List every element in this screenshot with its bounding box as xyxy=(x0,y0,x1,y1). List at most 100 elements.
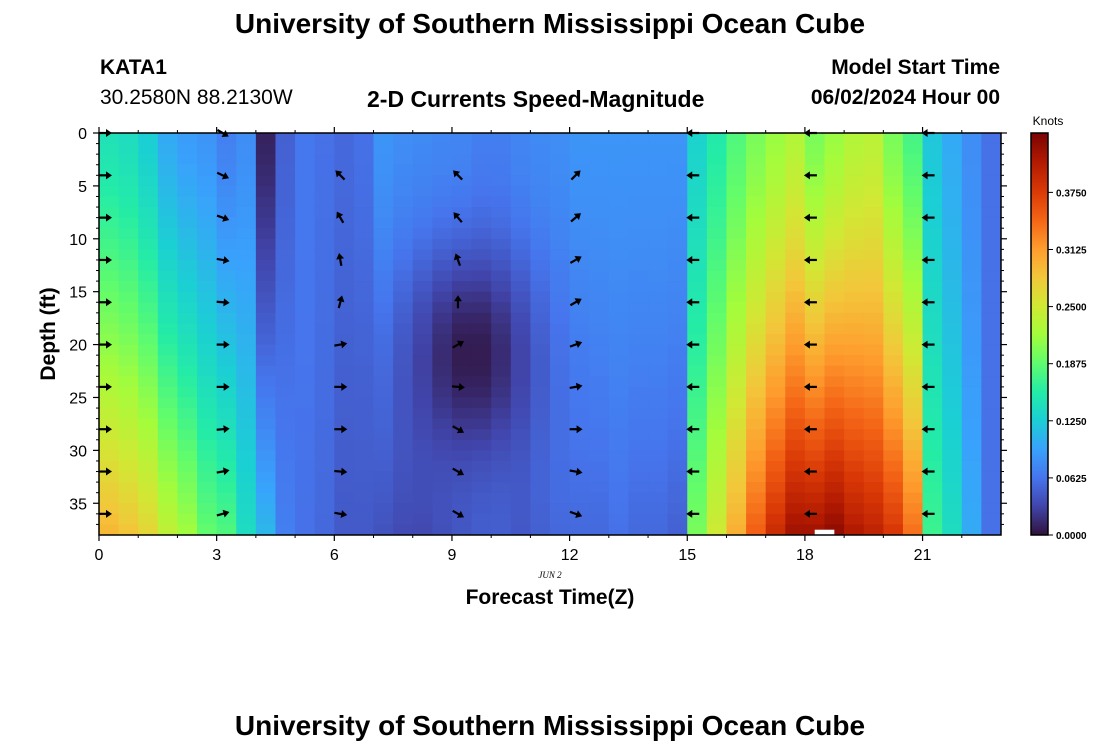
current-arrow xyxy=(569,255,582,264)
heatmap-cell xyxy=(706,482,728,494)
heatmap-cell xyxy=(667,386,688,399)
heatmap-cell xyxy=(981,376,1001,388)
current-arrow xyxy=(99,509,112,518)
heatmap-cell xyxy=(706,439,728,451)
heatmap-cell xyxy=(648,334,669,346)
heatmap-cell xyxy=(432,196,453,208)
heatmap-cell xyxy=(353,450,375,462)
heatmap-cell xyxy=(197,291,218,303)
heatmap-cell xyxy=(157,524,179,535)
heatmap-cell xyxy=(216,482,237,494)
heatmap-cell xyxy=(550,207,571,219)
heatmap-cell xyxy=(667,334,688,346)
heatmap-cell xyxy=(961,408,982,420)
heatmap-cell xyxy=(608,513,630,526)
heatmap-cell xyxy=(902,270,924,282)
heatmap-cell xyxy=(530,270,551,282)
heatmap-cell xyxy=(687,196,708,208)
heatmap-cell xyxy=(608,386,630,399)
heatmap-cell xyxy=(432,439,453,451)
heatmap-cell xyxy=(451,397,473,409)
heatmap-cell xyxy=(275,302,296,314)
heatmap-cell xyxy=(824,482,845,494)
heatmap-cell xyxy=(746,249,767,261)
station-id: KATA1 xyxy=(100,56,167,79)
heatmap-cell xyxy=(432,450,453,462)
heatmap-cell xyxy=(569,207,590,219)
heatmap-cell xyxy=(197,397,218,409)
heatmap-cell xyxy=(863,281,884,293)
heatmap-cell xyxy=(334,492,355,504)
heatmap-cell xyxy=(942,196,963,208)
heatmap-cell xyxy=(824,291,845,303)
heatmap-cell xyxy=(236,154,257,166)
heatmap-cell xyxy=(255,355,277,367)
heatmap-cell xyxy=(530,334,551,346)
heatmap-cell xyxy=(412,355,433,367)
heatmap-cell xyxy=(530,418,551,430)
heatmap-cell xyxy=(608,429,630,441)
heatmap-cell xyxy=(883,376,904,388)
heatmap-cell xyxy=(451,207,473,219)
heatmap-cell xyxy=(550,175,571,187)
heatmap-cell xyxy=(804,376,826,388)
heatmap-cell xyxy=(648,291,669,303)
heatmap-cell xyxy=(275,524,296,535)
heatmap-cell xyxy=(883,482,904,494)
heatmap-cell xyxy=(667,281,688,293)
heatmap-cell xyxy=(550,334,571,346)
heatmap-cell xyxy=(432,143,453,155)
heatmap-cell xyxy=(883,154,904,166)
heatmap-cell xyxy=(197,460,218,473)
heatmap-cell xyxy=(883,503,904,515)
current-arrow xyxy=(569,340,583,348)
heatmap-cell xyxy=(295,471,316,483)
heatmap-cell xyxy=(530,429,551,441)
heatmap-cell xyxy=(334,386,355,399)
heatmap-cell xyxy=(824,376,845,388)
heatmap-cell xyxy=(550,513,571,526)
heatmap-cell xyxy=(863,302,884,314)
heatmap-cell xyxy=(589,376,610,388)
heatmap-cell xyxy=(569,175,590,187)
heatmap-cell xyxy=(432,238,453,250)
heatmap-cell xyxy=(746,207,767,219)
heatmap-cell xyxy=(118,143,139,155)
heatmap-cell xyxy=(746,408,767,420)
heatmap-cell xyxy=(255,460,277,473)
heatmap-cell xyxy=(138,302,159,314)
heatmap-cell xyxy=(942,524,963,535)
heatmap-cell xyxy=(255,482,277,494)
x-tick-label: 18 xyxy=(796,547,814,564)
heatmap-cell xyxy=(922,238,943,250)
heatmap-cell xyxy=(157,270,179,282)
heatmap-cell xyxy=(961,291,982,303)
heatmap-cell xyxy=(550,460,571,473)
heatmap-cell xyxy=(824,164,845,176)
heatmap-cell xyxy=(844,524,865,535)
heatmap-cell xyxy=(491,323,512,335)
heatmap-cell xyxy=(804,450,826,462)
heatmap-cell xyxy=(530,439,551,451)
heatmap-cell xyxy=(942,513,963,526)
heatmap-cell xyxy=(648,482,669,494)
heatmap-cell xyxy=(922,429,943,441)
heatmap-cell xyxy=(197,429,218,441)
heatmap-cell xyxy=(530,175,551,187)
heatmap-cell xyxy=(530,323,551,335)
heatmap-cell xyxy=(961,386,982,399)
heatmap-cell xyxy=(589,513,610,526)
heatmap-cell xyxy=(942,259,963,272)
heatmap-cell xyxy=(981,439,1001,451)
heatmap-cell xyxy=(177,482,198,494)
heatmap-cell xyxy=(373,270,394,282)
heatmap-cell xyxy=(530,217,551,229)
heatmap-cell xyxy=(255,503,277,515)
heatmap-cell xyxy=(197,376,218,388)
heatmap-cell xyxy=(236,365,257,377)
heatmap-cell xyxy=(393,418,414,430)
heatmap-cell xyxy=(393,323,414,335)
y-axis-label: Depth (ft) xyxy=(37,287,60,380)
heatmap-cell xyxy=(648,312,669,325)
heatmap-cell xyxy=(589,249,610,261)
